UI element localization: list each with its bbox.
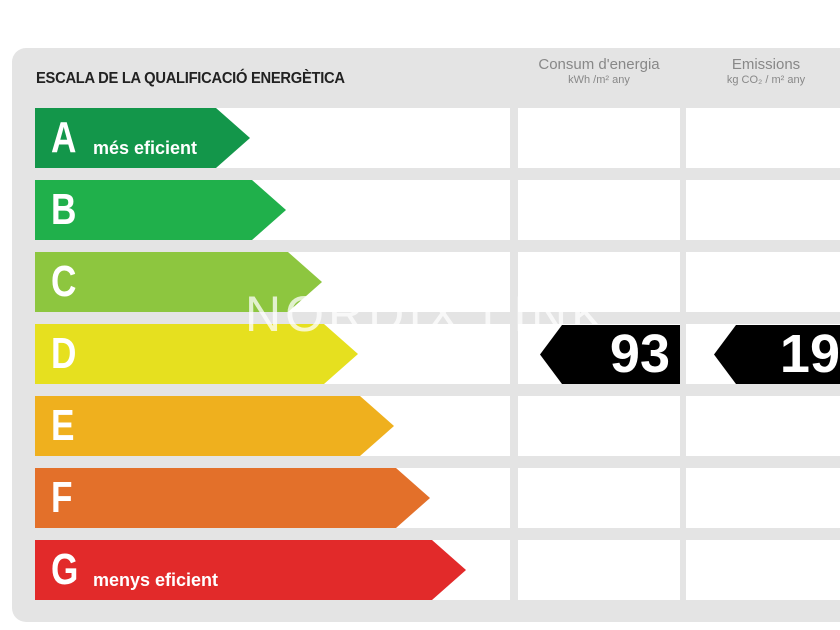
emissions-cell bbox=[686, 540, 840, 600]
emissions-label: Emissions bbox=[731, 56, 801, 73]
rating-letter: A bbox=[51, 113, 77, 162]
rating-letter: F bbox=[51, 473, 73, 522]
consumption-cell bbox=[518, 540, 680, 600]
watermark: NORDIX LINK bbox=[245, 286, 609, 342]
emissions-cell bbox=[686, 396, 840, 456]
emissions-cell bbox=[686, 468, 840, 528]
rating-arrow-f: F bbox=[35, 468, 430, 528]
consumption-unit: kWh /m² any bbox=[568, 74, 630, 86]
rating-arrow-d: D bbox=[35, 324, 358, 384]
consumption-value-tag: 93 bbox=[540, 325, 680, 384]
rating-arrow-e: E bbox=[35, 396, 394, 456]
emissions-value-tag: 19 bbox=[714, 325, 840, 384]
consumption-cell bbox=[518, 108, 680, 168]
rating-letter: B bbox=[51, 185, 77, 234]
consumption-header: Consum d'energia kWh /m² any bbox=[518, 56, 680, 87]
emissions-cell bbox=[686, 252, 840, 312]
consumption-label: Consum d'energia bbox=[538, 56, 660, 73]
rating-letter: E bbox=[51, 401, 75, 450]
emissions-cell bbox=[686, 180, 840, 240]
rating-arrow-b: B bbox=[35, 180, 286, 240]
rating-letter: D bbox=[51, 329, 77, 378]
rating-note: més eficient bbox=[93, 138, 198, 158]
scale-title: ESCALA DE LA QUALIFICACIÓ ENERGÈTICA bbox=[36, 70, 345, 87]
rating-letter: G bbox=[51, 545, 79, 594]
rating-letter: C bbox=[51, 257, 77, 306]
emissions-unit: kg CO₂ / m² any bbox=[726, 74, 806, 86]
emissions-cell bbox=[686, 108, 840, 168]
consumption-cell bbox=[518, 396, 680, 456]
rating-arrow-c: C bbox=[35, 252, 322, 312]
consumption-cell bbox=[518, 252, 680, 312]
consumption-cell bbox=[518, 468, 680, 528]
rating-note: menys eficient bbox=[93, 570, 219, 590]
consumption-cell bbox=[518, 180, 680, 240]
emissions-header: Emissions kg CO₂ / m² any bbox=[686, 56, 840, 87]
